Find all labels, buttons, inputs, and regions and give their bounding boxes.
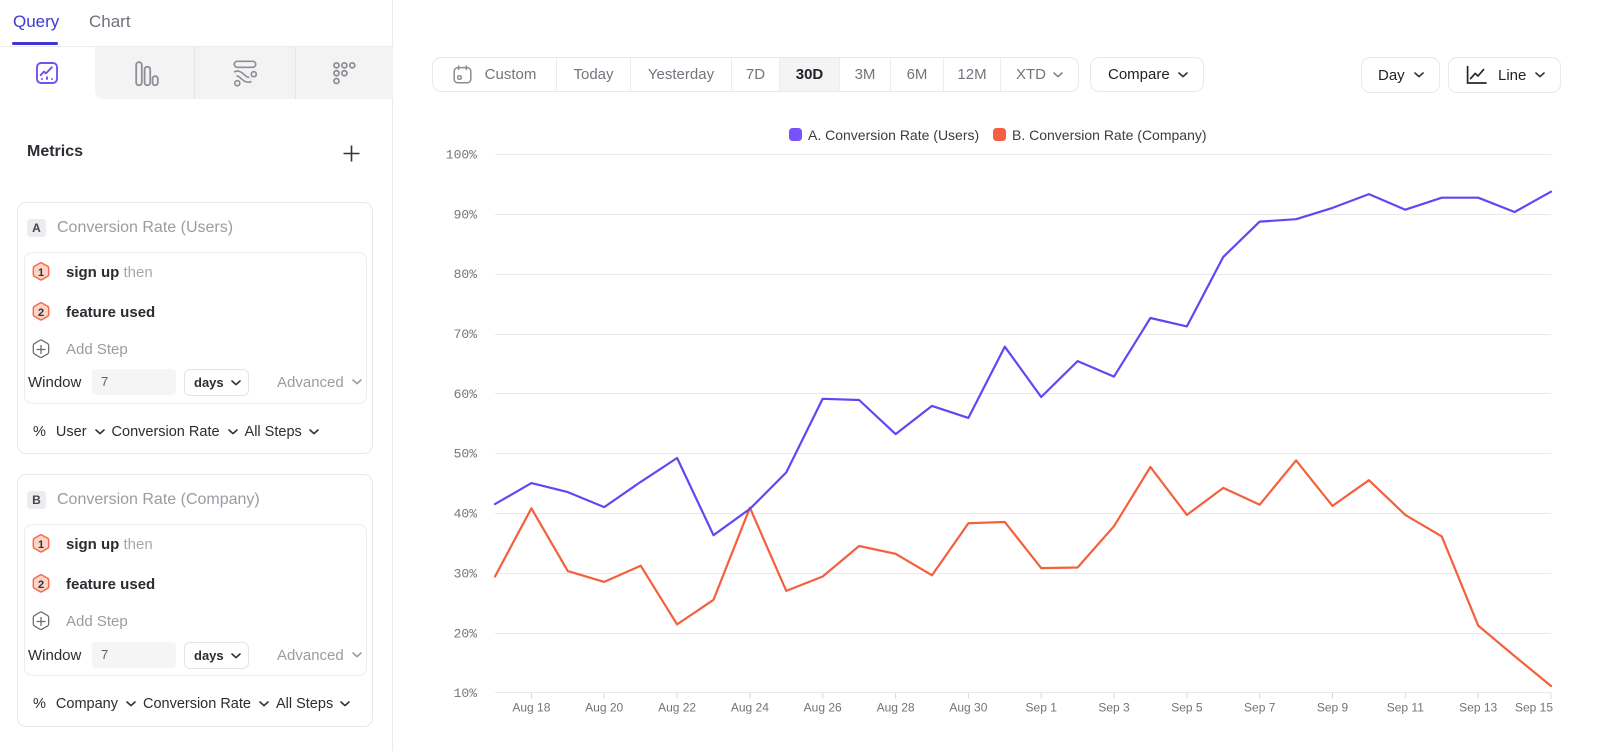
svg-text:40%: 40% xyxy=(454,507,478,522)
svg-text:Sep 7: Sep 7 xyxy=(1244,701,1276,715)
svg-text:2: 2 xyxy=(38,579,44,591)
svg-text:90%: 90% xyxy=(454,207,478,222)
svg-text:20%: 20% xyxy=(454,626,478,641)
svg-text:Aug 28: Aug 28 xyxy=(877,701,915,715)
svg-text:100%: 100% xyxy=(446,148,477,163)
svg-text:Sep 9: Sep 9 xyxy=(1317,701,1349,715)
svg-text:Aug 18: Aug 18 xyxy=(512,701,550,715)
svg-text:2: 2 xyxy=(38,307,44,319)
svg-text:80%: 80% xyxy=(454,267,478,282)
svg-text:Aug 26: Aug 26 xyxy=(804,701,842,715)
svg-text:Aug 22: Aug 22 xyxy=(658,701,696,715)
svg-text:Sep 3: Sep 3 xyxy=(1098,701,1130,715)
svg-text:Sep 11: Sep 11 xyxy=(1387,701,1424,715)
svg-text:Sep 5: Sep 5 xyxy=(1171,701,1203,715)
svg-text:10%: 10% xyxy=(454,686,478,701)
svg-text:50%: 50% xyxy=(454,447,478,462)
svg-text:Aug 20: Aug 20 xyxy=(585,701,623,715)
svg-text:1: 1 xyxy=(38,539,44,551)
svg-text:Aug 30: Aug 30 xyxy=(949,701,987,715)
svg-text:1: 1 xyxy=(38,267,44,279)
svg-text:Sep 13: Sep 13 xyxy=(1459,701,1497,715)
svg-text:60%: 60% xyxy=(454,387,478,402)
svg-text:Sep 15: Sep 15 xyxy=(1515,701,1553,715)
svg-text:30%: 30% xyxy=(454,566,478,581)
svg-text:Aug 24: Aug 24 xyxy=(731,701,769,715)
svg-text:Sep 1: Sep 1 xyxy=(1026,701,1058,715)
svg-text:70%: 70% xyxy=(454,327,478,342)
